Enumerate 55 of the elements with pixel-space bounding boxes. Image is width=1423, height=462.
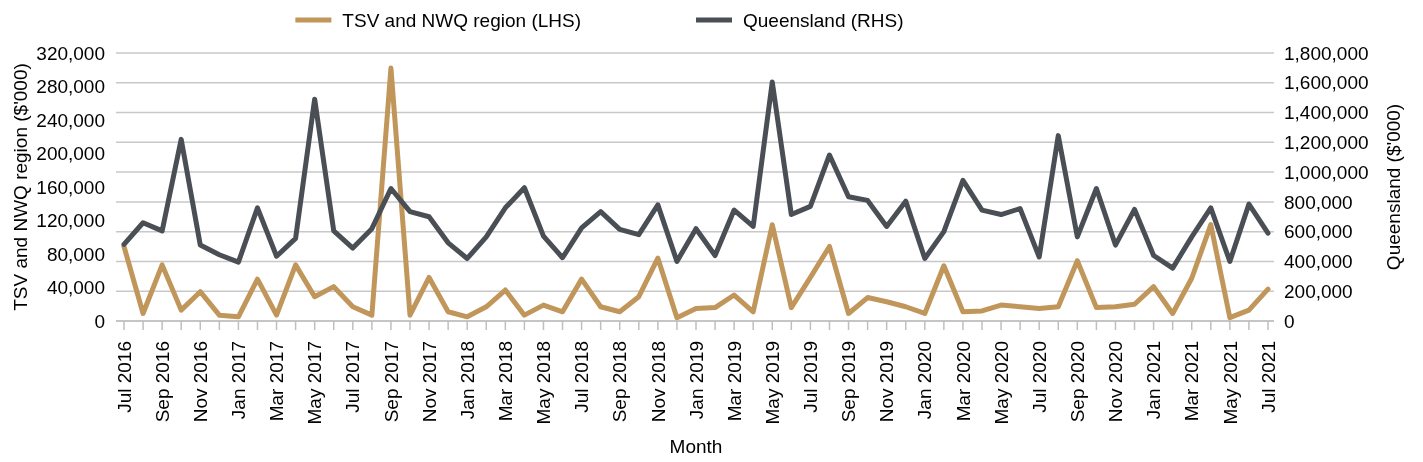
x-tick-label: Mar 2017 bbox=[266, 341, 288, 422]
x-tick-label: Jul 2017 bbox=[342, 341, 364, 413]
x-tick-label: Jul 2021 bbox=[1257, 341, 1279, 413]
x-tick-label: Jul 2018 bbox=[571, 341, 593, 413]
y2-tick-label: 1,000,000 bbox=[1284, 161, 1369, 183]
y2-tick-label: 200,000 bbox=[1284, 280, 1353, 302]
y-axis-title: TSV and NWQ region ($'000) bbox=[10, 63, 31, 311]
x-tick-label: May 2019 bbox=[761, 341, 783, 425]
x-tick-label: May 2017 bbox=[304, 341, 326, 425]
y-tick-label: 240,000 bbox=[36, 109, 105, 131]
legend-label: Queensland (RHS) bbox=[743, 9, 904, 31]
x-tick-label: Nov 2017 bbox=[418, 341, 440, 423]
y-tick-label: 160,000 bbox=[36, 176, 105, 198]
y2-tick-label: 800,000 bbox=[1284, 191, 1353, 213]
y2-tick-label: 600,000 bbox=[1284, 221, 1353, 243]
y-tick-label: 120,000 bbox=[36, 210, 105, 232]
x-tick-label: Jan 2017 bbox=[228, 341, 250, 420]
x-tick-label: May 2021 bbox=[1219, 341, 1241, 425]
x-tick-label: Jul 2016 bbox=[113, 341, 135, 413]
y-tick-label: 0 bbox=[94, 310, 105, 332]
y2-tick-label: 0 bbox=[1284, 310, 1295, 332]
x-tick-label: Mar 2018 bbox=[494, 341, 516, 422]
y2-tick-label: 1,800,000 bbox=[1284, 42, 1369, 64]
x-tick-label: May 2018 bbox=[533, 341, 555, 425]
x-tick-label: Nov 2016 bbox=[189, 341, 211, 423]
x-tick-label: Sep 2016 bbox=[151, 341, 173, 423]
y2-axis-title: Queensland ($'000) bbox=[1383, 103, 1404, 271]
y2-tick-label: 1,600,000 bbox=[1284, 72, 1369, 94]
x-tick-label: Nov 2019 bbox=[876, 341, 898, 423]
x-tick-label: Mar 2020 bbox=[952, 341, 974, 422]
x-tick-label: Jan 2021 bbox=[1143, 341, 1165, 420]
x-tick-label: Jul 2020 bbox=[1028, 341, 1050, 413]
y-tick-label: 200,000 bbox=[36, 143, 105, 165]
x-tick-label: Sep 2020 bbox=[1066, 341, 1088, 423]
x-axis-title: Month bbox=[669, 436, 723, 457]
x-tick-label: Sep 2018 bbox=[609, 341, 631, 423]
y2-tick-label: 1,200,000 bbox=[1284, 131, 1369, 153]
legend-label: TSV and NWQ region (LHS) bbox=[342, 9, 582, 31]
x-tick-label: Jul 2019 bbox=[800, 341, 822, 413]
x-tick-label: Jan 2019 bbox=[685, 341, 707, 420]
x-tick-label: Mar 2021 bbox=[1181, 341, 1203, 422]
x-tick-label: Mar 2019 bbox=[723, 341, 745, 422]
x-tick-label: Jan 2018 bbox=[456, 341, 478, 420]
y-tick-label: 320,000 bbox=[36, 42, 105, 64]
x-tick-label: Sep 2017 bbox=[380, 341, 402, 423]
x-tick-label: May 2020 bbox=[990, 341, 1012, 425]
y-tick-label: 280,000 bbox=[36, 76, 105, 98]
y2-tick-label: 400,000 bbox=[1284, 251, 1353, 273]
y2-tick-label: 1,400,000 bbox=[1284, 102, 1369, 124]
x-tick-label: Sep 2019 bbox=[838, 341, 860, 423]
x-tick-label: Nov 2020 bbox=[1105, 341, 1127, 423]
y-tick-label: 40,000 bbox=[46, 277, 105, 299]
y-tick-label: 80,000 bbox=[46, 243, 105, 265]
x-tick-label: Jan 2020 bbox=[914, 341, 936, 420]
x-tick-label: Nov 2018 bbox=[647, 341, 669, 423]
